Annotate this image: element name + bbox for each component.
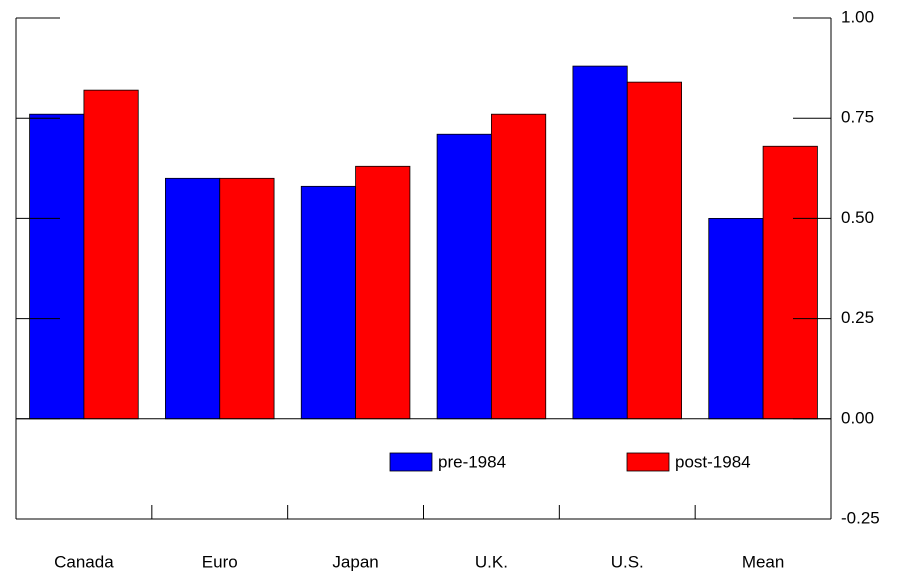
bar bbox=[355, 165, 411, 420]
y-tick-label: 0.50 bbox=[841, 208, 874, 227]
bar bbox=[626, 81, 682, 420]
bar bbox=[762, 145, 818, 420]
x-tick-label: Japan bbox=[332, 552, 378, 571]
y-tick-label: 0.75 bbox=[841, 108, 874, 127]
y-tick-label: 1.00 bbox=[841, 7, 874, 26]
x-tick-label: U.S. bbox=[611, 552, 644, 571]
bar bbox=[29, 113, 85, 420]
x-tick-label: Euro bbox=[202, 552, 238, 571]
bar bbox=[708, 217, 764, 420]
bar bbox=[219, 177, 275, 420]
x-tick-label: Canada bbox=[54, 552, 114, 571]
bar bbox=[491, 113, 547, 420]
legend-swatch bbox=[389, 452, 433, 472]
bar bbox=[165, 177, 221, 420]
bar bbox=[300, 185, 356, 420]
legend-swatch bbox=[626, 452, 670, 472]
legend-label: post-1984 bbox=[675, 452, 751, 471]
x-tick-label: Mean bbox=[742, 552, 785, 571]
y-tick-label: -0.25 bbox=[841, 508, 880, 527]
x-tick-label: U.K. bbox=[475, 552, 508, 571]
y-tick-label: 0.00 bbox=[841, 408, 874, 427]
bar bbox=[436, 133, 492, 420]
bar bbox=[83, 89, 139, 420]
bar bbox=[572, 65, 628, 420]
y-tick-label: 0.25 bbox=[841, 308, 874, 327]
legend-label: pre-1984 bbox=[438, 452, 506, 471]
